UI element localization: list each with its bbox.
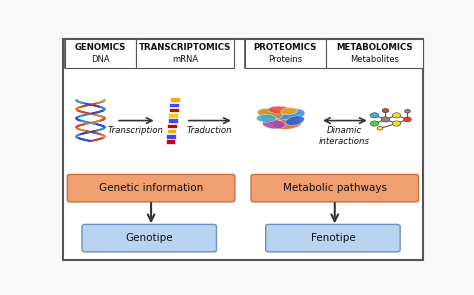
Text: Metabolites: Metabolites <box>350 55 399 64</box>
Text: Fenotipe: Fenotipe <box>310 233 356 243</box>
Circle shape <box>370 121 379 126</box>
Circle shape <box>392 121 401 126</box>
Circle shape <box>404 117 411 122</box>
Text: Transcription: Transcription <box>108 126 164 135</box>
Bar <box>137 39 234 68</box>
Text: Traduction: Traduction <box>186 126 232 135</box>
Circle shape <box>382 109 389 113</box>
Bar <box>245 39 423 68</box>
Bar <box>165 139 175 144</box>
Bar <box>65 39 234 68</box>
Bar <box>326 39 423 68</box>
Bar <box>167 129 176 133</box>
Text: Genetic information: Genetic information <box>99 183 203 193</box>
Bar <box>167 124 177 128</box>
Bar <box>168 113 178 117</box>
Text: DNA: DNA <box>91 55 110 64</box>
Bar <box>65 39 137 68</box>
Bar <box>166 134 176 139</box>
Text: Dinamic
interactions: Dinamic interactions <box>319 126 369 146</box>
Ellipse shape <box>263 119 285 129</box>
Bar <box>169 108 179 112</box>
Ellipse shape <box>256 114 276 122</box>
Bar <box>168 118 178 123</box>
FancyBboxPatch shape <box>266 224 400 252</box>
FancyBboxPatch shape <box>251 174 419 202</box>
Text: TRANSCRIPTOMICS: TRANSCRIPTOMICS <box>139 43 231 53</box>
FancyBboxPatch shape <box>82 224 217 252</box>
Ellipse shape <box>277 109 305 121</box>
Ellipse shape <box>261 112 298 125</box>
Ellipse shape <box>281 108 298 115</box>
Bar <box>245 39 326 68</box>
Ellipse shape <box>273 119 301 129</box>
Circle shape <box>377 127 383 130</box>
Ellipse shape <box>257 108 283 119</box>
Circle shape <box>392 113 401 118</box>
Circle shape <box>381 117 390 122</box>
Bar <box>170 103 179 107</box>
Ellipse shape <box>286 116 304 125</box>
Text: METABOLOMICS: METABOLOMICS <box>336 43 412 53</box>
Bar <box>170 97 180 102</box>
Circle shape <box>370 113 379 118</box>
Text: PROTEOMICS: PROTEOMICS <box>254 43 317 53</box>
FancyBboxPatch shape <box>67 174 235 202</box>
Text: GENOMICS: GENOMICS <box>75 43 126 53</box>
Text: Proteins: Proteins <box>268 55 302 64</box>
Text: Genotipe: Genotipe <box>126 233 173 243</box>
Text: mRNA: mRNA <box>172 55 198 64</box>
Circle shape <box>405 109 410 113</box>
Ellipse shape <box>268 106 291 114</box>
Text: Metabolic pathways: Metabolic pathways <box>283 183 387 193</box>
